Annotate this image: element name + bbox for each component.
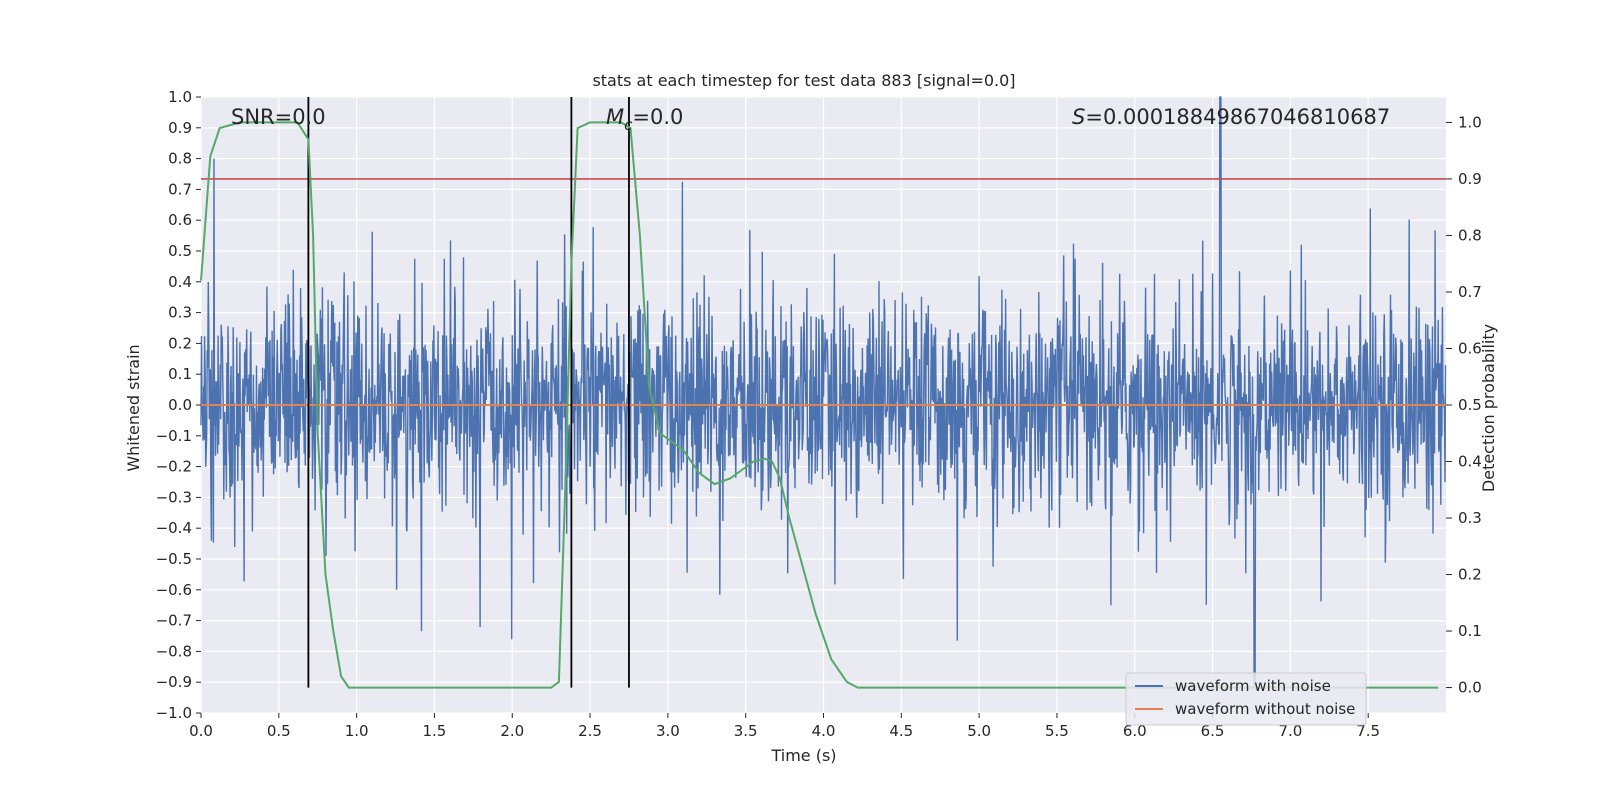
y-tick-label: 0.9 xyxy=(168,119,192,137)
x-tick-label: 5.5 xyxy=(1045,722,1069,740)
chirp-mass-annotation: Mc=0.0 xyxy=(606,105,683,134)
x-tick-label: 2.0 xyxy=(500,722,524,740)
y-tick-label: −0.8 xyxy=(156,642,192,660)
x-tick-label: 0.0 xyxy=(189,722,213,740)
x-tick-label: 0.5 xyxy=(267,722,291,740)
legend: waveform with noise waveform without noi… xyxy=(1125,672,1367,726)
x-tick-label: 1.5 xyxy=(423,722,447,740)
chirp-mass-value: =0.0 xyxy=(632,105,683,129)
y-tick-label: −0.9 xyxy=(156,673,192,691)
y2-axis-label: Detection probability xyxy=(1479,324,1498,492)
y-axis-label: Whitened strain xyxy=(124,344,143,471)
y-tick-label: 0.1 xyxy=(168,365,192,383)
x-tick-label: 4.0 xyxy=(812,722,836,740)
chart-title: stats at each timestep for test data 883… xyxy=(592,71,1015,90)
x-tick-label: 1.0 xyxy=(345,722,369,740)
y-tick-label: 0.2 xyxy=(168,334,192,352)
x-axis-ticks: 0.0 0.5 1.0 1.5 2.0 2.5 3.0 3.5 4.0 4.5 5.0 5.5 6.0 6… xyxy=(189,713,1380,740)
y-tick-label: 0.3 xyxy=(168,304,192,322)
x-tick-label: 6.5 xyxy=(1201,722,1225,740)
x-tick-label: 2.5 xyxy=(578,722,602,740)
y-tick-label: −0.3 xyxy=(156,488,192,506)
y2-tick-label: 0.9 xyxy=(1458,170,1482,188)
y2-tick-label: 0.4 xyxy=(1458,453,1482,471)
y2-tick-label: 0.0 xyxy=(1458,679,1482,697)
y-tick-label: −0.4 xyxy=(156,519,192,537)
x-tick-label: 7.0 xyxy=(1278,722,1302,740)
vertical-markers xyxy=(307,97,630,688)
y-tick-label: −0.6 xyxy=(156,581,192,599)
y-tick-label: 0.4 xyxy=(168,273,192,291)
score-symbol: S xyxy=(1072,105,1085,129)
score-annotation: S=0.00018849867046810687 xyxy=(1072,105,1390,129)
y2-tick-label: 0.8 xyxy=(1458,226,1482,244)
x-tick-label: 6.0 xyxy=(1123,722,1147,740)
x-axis-label: Time (s) xyxy=(770,746,836,765)
legend-label-noise: waveform with noise xyxy=(1175,677,1331,695)
y-tick-label: −0.2 xyxy=(156,458,192,476)
y-tick-label: 0.5 xyxy=(168,242,192,260)
x-tick-label: 3.5 xyxy=(734,722,758,740)
y-axis-ticks: 1.0 0.9 0.8 0.7 0.6 0.5 0.4 0.3 0.2 0.1 0.0 −0.1 −0.… xyxy=(156,88,201,722)
chirp-mass-subscript: c xyxy=(624,116,633,134)
legend-box xyxy=(1125,672,1367,726)
noisy-waveform-line xyxy=(200,96,1447,690)
chirp-mass-symbol: M xyxy=(606,105,624,129)
y2-tick-label: 1.0 xyxy=(1458,113,1482,131)
snr-annotation: SNR=0.0 xyxy=(231,105,326,129)
y-tick-label: −1.0 xyxy=(156,704,192,722)
y2-tick-label: 0.7 xyxy=(1458,283,1482,301)
x-tick-label: 7.5 xyxy=(1356,722,1380,740)
y-tick-label: −0.1 xyxy=(156,427,192,445)
y-tick-label: 0.0 xyxy=(168,396,192,414)
x-tick-label: 5.0 xyxy=(967,722,991,740)
y2-axis-ticks: 1.0 0.9 0.8 0.7 0.6 0.5 0.4 0.3 0.2 0.1 0.0 xyxy=(1446,113,1482,697)
legend-label-clean: waveform without noise xyxy=(1175,700,1355,718)
x-tick-label: 3.0 xyxy=(656,722,680,740)
y-tick-label: 1.0 xyxy=(168,88,192,106)
noisy-waveform-series xyxy=(200,96,1447,690)
y2-tick-label: 0.6 xyxy=(1458,339,1482,357)
x-tick-label: 4.5 xyxy=(889,722,913,740)
y2-tick-label: 0.2 xyxy=(1458,566,1482,584)
y2-tick-label: 0.5 xyxy=(1458,396,1482,414)
y-tick-label: 0.8 xyxy=(168,150,192,168)
y-tick-label: −0.5 xyxy=(156,550,192,568)
y2-tick-label: 0.3 xyxy=(1458,509,1482,527)
detection-probability-line xyxy=(200,121,1439,689)
score-value: =0.00018849867046810687 xyxy=(1085,105,1390,129)
y-tick-label: 0.7 xyxy=(168,180,192,198)
y2-tick-label: 0.1 xyxy=(1458,622,1482,640)
y-tick-label: 0.6 xyxy=(168,211,192,229)
y-tick-label: −0.7 xyxy=(156,612,192,630)
